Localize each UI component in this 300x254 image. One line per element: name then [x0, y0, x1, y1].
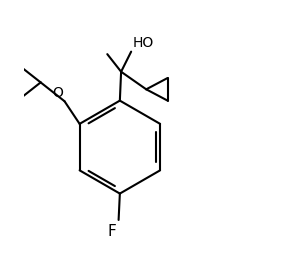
Text: O: O [52, 86, 63, 100]
Text: F: F [108, 224, 117, 239]
Text: HO: HO [132, 36, 154, 50]
